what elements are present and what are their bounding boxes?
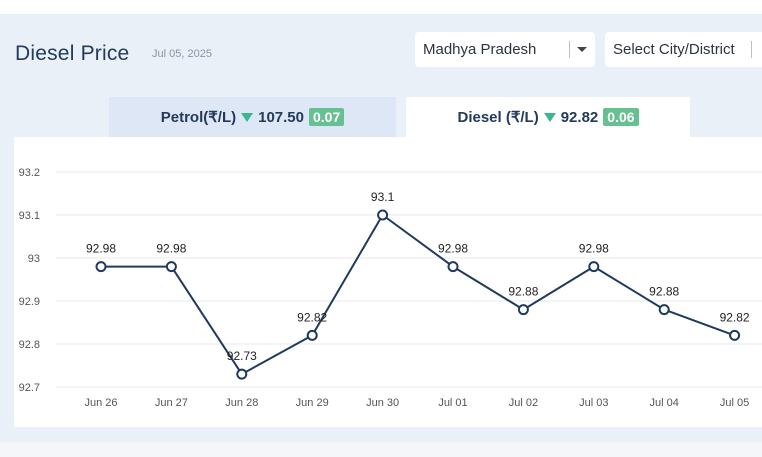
data-point [588, 261, 600, 273]
top-strip [0, 0, 762, 14]
x-tick-label: Jul 03 [579, 397, 608, 409]
x-tick-label: Jun 26 [84, 397, 117, 409]
data-point [306, 329, 318, 341]
select-separator [751, 41, 752, 58]
y-tick-label: 92.9 [19, 296, 40, 308]
x-tick-label: Jun 29 [296, 397, 329, 409]
data-label: 92.98 [579, 242, 609, 256]
y-tick-label: 93.1 [19, 210, 40, 222]
data-label: 92.82 [297, 310, 327, 324]
tab-petrol[interactable]: Petrol(₹/L) 107.50 0.07 [109, 97, 396, 137]
page-title: Diesel Price [15, 42, 130, 65]
x-tick-label: Jul 02 [509, 397, 538, 409]
data-label: 92.98 [438, 242, 468, 256]
data-label: 92.98 [156, 242, 186, 256]
state-select[interactable]: Madhya Pradesh [415, 32, 595, 67]
y-tick-label: 93.2 [19, 167, 40, 179]
data-label: 92.82 [720, 310, 750, 324]
state-select-value: Madhya Pradesh [423, 41, 537, 58]
x-tick-label: Jul 05 [720, 397, 749, 409]
chevron-down-icon[interactable] [577, 47, 587, 52]
x-tick-label: Jun 28 [225, 397, 258, 409]
data-point [729, 329, 741, 341]
tab-petrol-label: Petrol(₹/L) [160, 109, 237, 126]
city-select[interactable]: Select City/District [605, 32, 762, 67]
data-point [236, 368, 248, 380]
x-tick-label: Jul 01 [438, 397, 467, 409]
trend-down-icon [241, 113, 254, 122]
trend-down-icon [543, 113, 556, 122]
y-tick-label: 93 [28, 253, 40, 265]
series-line [101, 214, 735, 376]
data-label: 92.88 [649, 285, 679, 299]
x-tick-label: Jul 04 [650, 397, 679, 409]
data-point [447, 261, 459, 273]
data-point [95, 261, 107, 273]
select-separator [569, 41, 570, 58]
data-point [517, 304, 529, 316]
data-point [377, 209, 389, 221]
tab-petrol-price: 107.50 [258, 108, 304, 126]
price-chart-container: 92.7 92.8 92.9 93 93.1 93.2 Jun 26 Jun 27 Jun 28… [14, 137, 762, 427]
data-label: 92.73 [227, 349, 257, 363]
price-line-chart: 92.7 92.8 92.9 93 93.1 93.2 Jun 26 Jun 27 Jun 28… [19, 167, 762, 409]
tab-petrol-change-badge: 0.07 [309, 108, 345, 126]
data-point [658, 304, 670, 316]
data-label: 92.98 [86, 242, 116, 256]
tab-diesel-change-badge: 0.06 [603, 108, 639, 126]
tab-diesel-price: 92.82 [560, 108, 599, 126]
tab-diesel[interactable]: Diesel (₹/L) 92.82 0.06 [406, 97, 690, 137]
tab-diesel-label: Diesel (₹/L) [457, 109, 539, 126]
data-label: 93.1 [371, 190, 395, 204]
price-date: Jul 05, 2025 [152, 48, 212, 60]
x-tick-label: Jun 27 [155, 397, 188, 409]
data-label: 92.88 [508, 285, 538, 299]
x-tick-label: Jun 30 [366, 397, 399, 409]
city-select-placeholder: Select City/District [613, 41, 735, 58]
y-tick-label: 92.8 [19, 339, 40, 351]
data-point [165, 261, 177, 273]
y-tick-label: 92.7 [19, 382, 40, 394]
